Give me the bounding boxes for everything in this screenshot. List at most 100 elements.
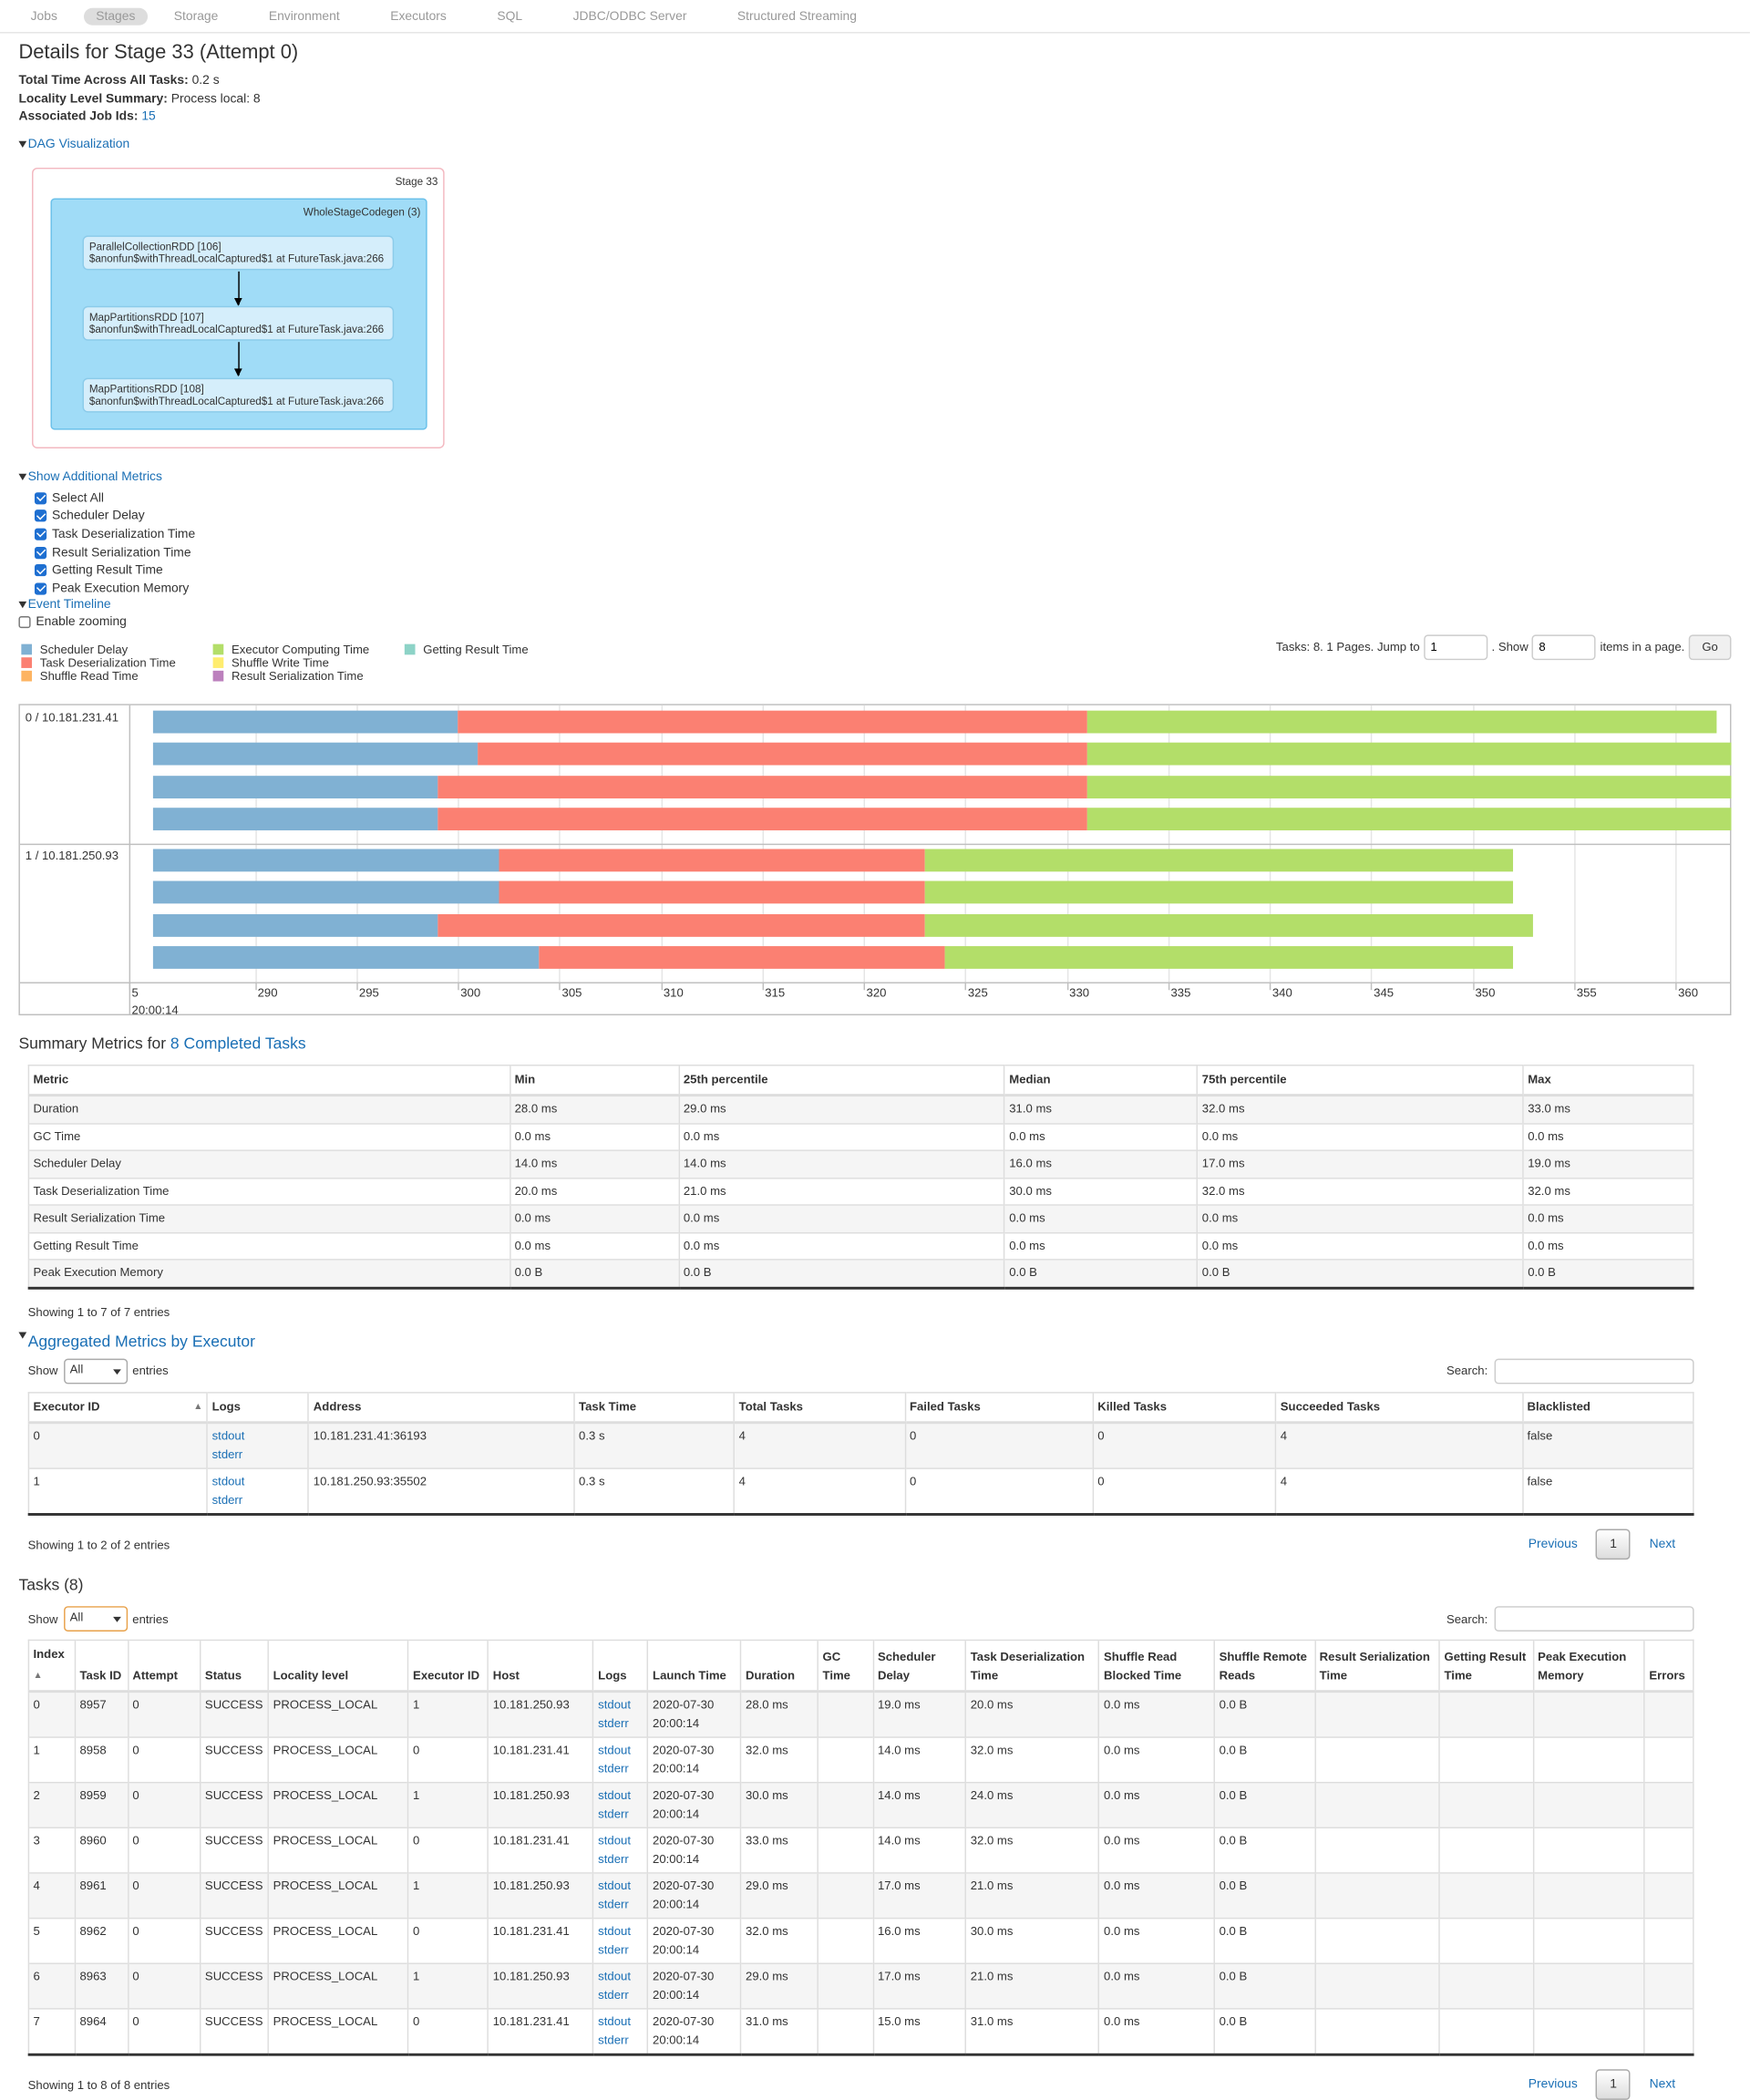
column-header[interactable]: Succeeded Tasks	[1274, 1391, 1523, 1425]
stdout-link[interactable]: stdout	[598, 1879, 631, 1893]
metric-option[interactable]: Task Deserialization Time	[34, 525, 1732, 543]
additional-metrics-toggle[interactable]: Show Additional Metrics	[18, 469, 1731, 484]
stdout-link[interactable]: stdout	[598, 1924, 631, 1938]
column-header[interactable]: Result Serialization Time	[1313, 1639, 1440, 1693]
tasks-search-input[interactable]	[1494, 1606, 1694, 1632]
column-header[interactable]: Task Time	[573, 1391, 735, 1425]
metric-option[interactable]: Getting Result Time	[34, 561, 1732, 580]
column-header[interactable]: Min	[509, 1064, 679, 1097]
aggregated-metrics-toggle[interactable]: Aggregated Metrics by Executor	[18, 1332, 1731, 1350]
column-header[interactable]: Metric	[27, 1064, 510, 1097]
stdout-link[interactable]: stdout	[598, 1788, 631, 1803]
metric-option[interactable]: Scheduler Delay	[34, 507, 1732, 525]
column-header[interactable]: Launch Time	[647, 1639, 741, 1693]
stderr-link[interactable]: stderr	[598, 2033, 629, 2046]
stdout-link[interactable]: stdout	[211, 1474, 245, 1488]
metric-option[interactable]: Peak Execution Memory	[34, 580, 1732, 598]
timeline-bar-sched[interactable]	[153, 880, 499, 904]
timeline-bar-compute[interactable]	[1086, 742, 1732, 766]
column-header[interactable]: Getting Result Time	[1438, 1639, 1534, 1693]
entries-select[interactable]: All	[63, 1358, 128, 1384]
enable-zooming-checkbox[interactable]	[18, 616, 31, 629]
stdout-link[interactable]: stdout	[598, 1743, 631, 1757]
sort-ascending-icon[interactable]: ▲	[33, 1671, 43, 1681]
stdout-link[interactable]: stdout	[598, 1698, 631, 1712]
dag-toggle-label[interactable]: DAG Visualization	[27, 136, 130, 151]
next-button[interactable]: Next	[1649, 1537, 1676, 1552]
dag-node[interactable]: MapPartitionsRDD [108] $anonfun$withThrea…	[82, 376, 395, 412]
stdout-link[interactable]: stdout	[598, 2014, 631, 2029]
column-header[interactable]: Host	[487, 1639, 594, 1693]
column-header[interactable]: Executor ID ▲	[27, 1391, 208, 1425]
timeline-bar-sched[interactable]	[153, 742, 479, 766]
column-header[interactable]: Failed Tasks	[904, 1391, 1094, 1425]
checkbox-checked-icon[interactable]	[34, 528, 47, 540]
page-1-button[interactable]: 1	[1596, 1529, 1632, 1560]
aggregated-metrics-title[interactable]: Aggregated Metrics by Executor	[27, 1331, 255, 1351]
timeline-bar-deser[interactable]	[438, 775, 1087, 798]
column-header[interactable]: Killed Tasks	[1092, 1391, 1276, 1425]
search-input[interactable]	[1494, 1358, 1694, 1384]
timeline-bar-compute[interactable]	[944, 946, 1514, 970]
timeline-bar-deser[interactable]	[539, 946, 945, 970]
column-header[interactable]: Index ▲	[27, 1639, 76, 1693]
column-header[interactable]: Median	[1004, 1064, 1198, 1097]
timeline-bar-deser[interactable]	[438, 808, 1087, 831]
column-header[interactable]: Errors	[1643, 1639, 1694, 1693]
column-header[interactable]: 75th percentile	[1196, 1064, 1524, 1097]
timeline-bar-sched[interactable]	[153, 775, 438, 798]
completed-tasks-link[interactable]: 8 Completed Tasks	[170, 1033, 306, 1053]
nav-tab-stages[interactable]: Stages	[84, 7, 148, 26]
stdout-link[interactable]: stdout	[211, 1429, 245, 1443]
stdout-link[interactable]: stdout	[598, 1834, 631, 1848]
metric-option[interactable]: Result Serialization Time	[34, 543, 1732, 561]
nav-tab-sql[interactable]: SQL	[497, 8, 523, 24]
checkbox-checked-icon[interactable]	[34, 564, 47, 577]
stderr-link[interactable]: stderr	[598, 1761, 629, 1776]
event-timeline-toggle[interactable]: Event Timeline	[18, 598, 1731, 612]
column-header[interactable]: Attempt	[127, 1639, 201, 1693]
timeline-bar-compute[interactable]	[1086, 710, 1716, 733]
nav-tab-jobs[interactable]: Jobs	[30, 8, 57, 24]
timeline-bar-sched[interactable]	[153, 808, 438, 831]
event-timeline-label[interactable]: Event Timeline	[27, 597, 111, 612]
checkbox-checked-icon[interactable]	[34, 582, 47, 595]
column-header[interactable]: Total Tasks	[733, 1391, 905, 1425]
column-header[interactable]: Logs	[206, 1391, 309, 1425]
column-header[interactable]: Logs	[592, 1639, 648, 1693]
timeline-bar-deser[interactable]	[438, 913, 925, 937]
timeline-bar-deser[interactable]	[458, 710, 1087, 733]
metric-option[interactable]: Select All	[34, 489, 1732, 508]
timeline-bar-sched[interactable]	[153, 710, 458, 733]
column-header[interactable]: Shuffle Read Blocked Time	[1098, 1639, 1215, 1693]
column-header[interactable]: Peak Execution Memory	[1532, 1639, 1645, 1693]
tasks-entries-select[interactable]: All	[63, 1606, 128, 1632]
timeline-bar-deser[interactable]	[498, 880, 925, 904]
additional-metrics-label[interactable]: Show Additional Metrics	[27, 468, 162, 484]
column-header[interactable]: Task ID	[74, 1639, 129, 1693]
nav-tab-structured-streaming[interactable]: Structured Streaming	[736, 8, 857, 24]
timeline-bar-deser[interactable]	[478, 742, 1087, 766]
dag-node[interactable]: ParallelCollectionRDD [106] $anonfun$with…	[82, 234, 395, 270]
timeline-bar-sched[interactable]	[153, 848, 499, 871]
checkbox-checked-icon[interactable]	[34, 510, 47, 522]
column-header[interactable]: Status	[200, 1639, 269, 1693]
job-id-link[interactable]: 15	[141, 108, 156, 124]
column-header[interactable]: Max	[1522, 1064, 1694, 1097]
stderr-link[interactable]: stderr	[598, 1897, 629, 1911]
nav-tab-storage[interactable]: Storage	[173, 8, 219, 24]
column-header[interactable]: Scheduler Delay	[872, 1639, 966, 1693]
stderr-link[interactable]: stderr	[598, 1942, 629, 1956]
column-header[interactable]: Locality level	[267, 1639, 408, 1693]
column-header[interactable]: Shuffle Remote Reads	[1213, 1639, 1315, 1693]
stderr-link[interactable]: stderr	[211, 1492, 243, 1507]
timeline-bar-compute[interactable]	[1086, 775, 1732, 798]
timeline-bar-compute[interactable]	[924, 913, 1534, 937]
stderr-link[interactable]: stderr	[598, 1715, 629, 1730]
timeline-bar-sched[interactable]	[153, 913, 438, 937]
dag-toggle[interactable]: DAG Visualization	[18, 137, 1731, 151]
checkbox-checked-icon[interactable]	[34, 491, 47, 505]
stderr-link[interactable]: stderr	[211, 1446, 243, 1461]
items-per-page-input[interactable]	[1532, 633, 1597, 660]
timeline-bar-deser[interactable]	[498, 848, 925, 871]
